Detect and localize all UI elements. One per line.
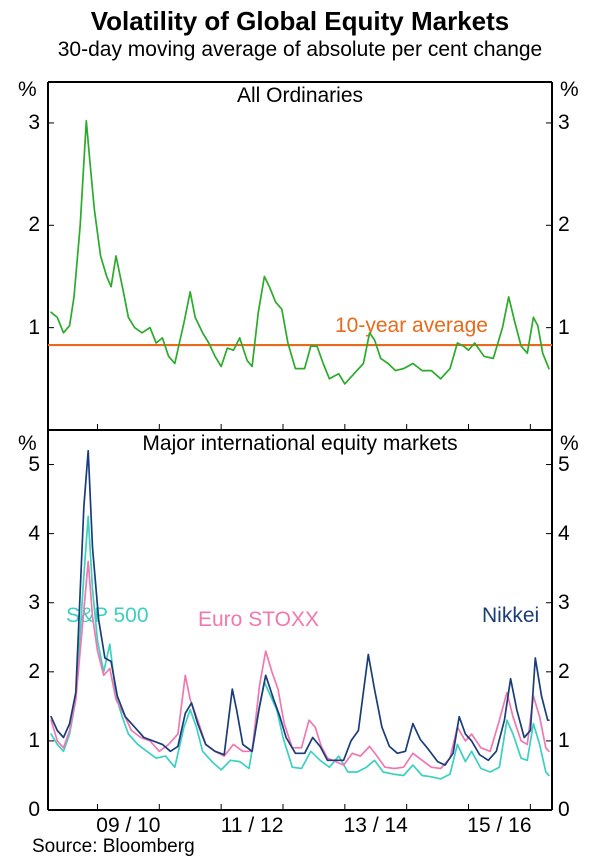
ytick-label: 4 (0, 522, 40, 546)
xtick-label: 15 / 16 (454, 814, 544, 838)
chart-svg (0, 0, 600, 861)
ytick-label: 4 (558, 522, 570, 546)
ytick-label: 2 (0, 660, 40, 684)
ytick-label: 3 (558, 591, 570, 615)
ytick-label: 3 (0, 591, 40, 615)
ytick-label: 3 (0, 111, 40, 135)
ytick-label: 2 (558, 213, 570, 237)
xtick-label: 09 / 10 (83, 814, 173, 838)
ytick-label: 3 (558, 111, 570, 135)
ytick-label: 1 (558, 729, 570, 753)
ytick-label: 1 (558, 316, 570, 340)
xtick-label: 13 / 14 (331, 814, 421, 838)
ytick-label: 1 (0, 729, 40, 753)
ytick-label: 5 (0, 453, 40, 477)
xtick-label: 11 / 12 (207, 814, 297, 838)
ytick-label: 0 (558, 798, 570, 822)
ytick-label: 2 (0, 213, 40, 237)
ytick-label: 2 (558, 660, 570, 684)
ytick-label: 5 (558, 453, 570, 477)
ytick-label: 1 (0, 316, 40, 340)
ytick-label: 0 (0, 798, 40, 822)
